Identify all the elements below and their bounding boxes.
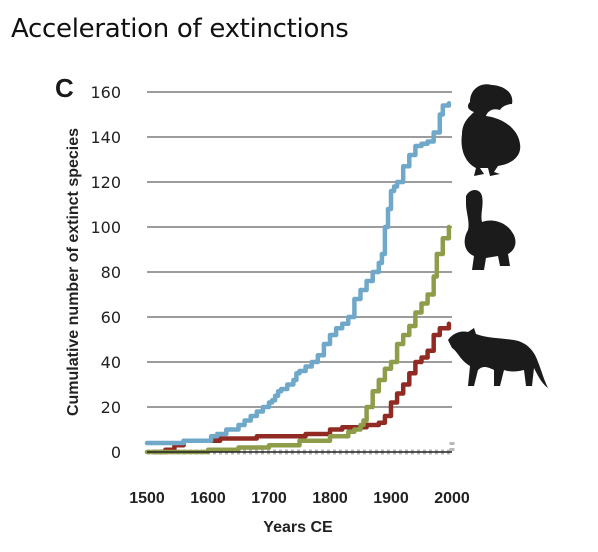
y-tick-20: 20 <box>101 398 121 417</box>
x-tick-1800: 1800 <box>312 490 348 507</box>
y-tick-80: 80 <box>101 263 121 282</box>
y-tick-160: 160 <box>90 83 121 102</box>
page-title: Acceleration of extinctions <box>11 14 349 44</box>
y-tick-0: 0 <box>111 443 121 462</box>
x-axis-title: Years CE <box>263 519 333 536</box>
x-tick-1700: 1700 <box>251 490 287 507</box>
grid-lines <box>147 91 452 408</box>
y-tick-40: 40 <box>101 353 121 372</box>
y-tick-60: 60 <box>101 308 121 327</box>
y-tick-120: 120 <box>90 173 121 192</box>
tortoise-silhouette-icon <box>464 190 516 270</box>
x-tick-labels: 1500 1600 1700 1800 1900 2000 <box>129 490 470 507</box>
series-line-2 <box>144 224 452 455</box>
y-tick-100: 100 <box>90 218 121 237</box>
series-line-3 <box>150 321 452 455</box>
series-line-1 <box>144 101 452 446</box>
x-tick-2000: 2000 <box>434 490 470 507</box>
series-line-4 <box>147 440 455 455</box>
panel-label: C <box>55 73 74 103</box>
thylacine-silhouette-icon <box>448 328 548 388</box>
series-lines <box>144 101 455 455</box>
dodo-silhouette-icon <box>461 84 521 176</box>
x-tick-1900: 1900 <box>373 490 409 507</box>
x-tick-1600: 1600 <box>190 490 226 507</box>
y-axis-title: Cumulative number of extinct species <box>65 128 82 416</box>
y-tick-labels: 0 20 40 60 80 100 120 140 160 <box>90 83 121 462</box>
y-tick-140: 140 <box>90 128 121 147</box>
x-tick-1500: 1500 <box>129 490 165 507</box>
